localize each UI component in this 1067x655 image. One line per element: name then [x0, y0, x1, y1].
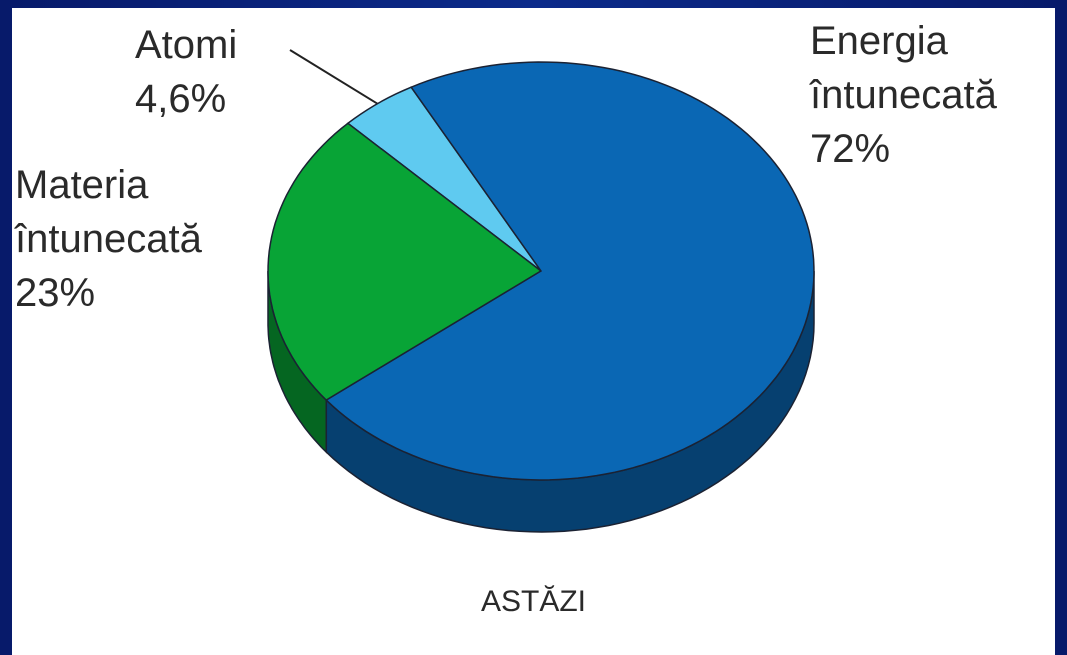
category-label: Atomi — [135, 23, 238, 67]
slice-label: Materia întunecată 23% — [15, 158, 202, 320]
slice — [267, 122, 543, 402]
slice-label: Energia întunecată 72% — [810, 14, 997, 176]
value-label: 23% — [15, 271, 96, 315]
category-label: Materia întunecată — [15, 163, 202, 261]
slice — [346, 86, 542, 272]
slice — [325, 61, 815, 481]
chart-title: ASTĂZI — [480, 585, 586, 618]
value-label: 72% — [810, 127, 891, 171]
slice-label: Atomi 4,6% — [135, 18, 237, 126]
value-label: 4,6% — [135, 77, 227, 121]
category-label: Energia întunecată — [810, 19, 997, 117]
